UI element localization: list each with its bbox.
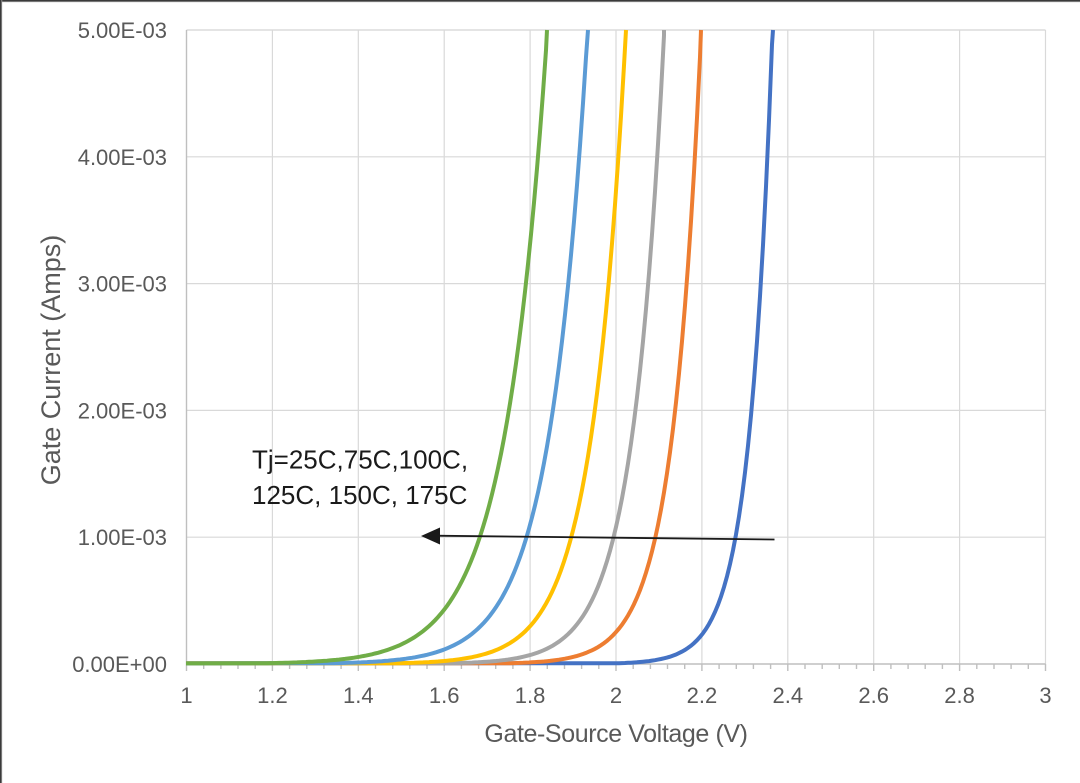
svg-text:2.2: 2.2 xyxy=(687,683,718,708)
svg-text:1.00E-03: 1.00E-03 xyxy=(78,525,167,550)
svg-text:2.8: 2.8 xyxy=(944,683,975,708)
svg-text:1.4: 1.4 xyxy=(343,683,374,708)
svg-text:1.2: 1.2 xyxy=(257,683,288,708)
svg-text:2.00E-03: 2.00E-03 xyxy=(78,398,167,423)
svg-text:2.4: 2.4 xyxy=(773,683,804,708)
svg-text:2: 2 xyxy=(610,683,622,708)
svg-text:1.8: 1.8 xyxy=(515,683,546,708)
svg-text:1.6: 1.6 xyxy=(429,683,460,708)
svg-text:4.00E-03: 4.00E-03 xyxy=(78,145,167,170)
svg-text:Gate Current (Amps): Gate Current (Amps) xyxy=(36,235,66,486)
svg-text:0.00E+00: 0.00E+00 xyxy=(72,652,167,677)
svg-text:1: 1 xyxy=(180,683,192,708)
svg-text:5.00E-03: 5.00E-03 xyxy=(78,18,167,43)
svg-text:2.6: 2.6 xyxy=(858,683,889,708)
svg-text:125C, 150C, 175C: 125C, 150C, 175C xyxy=(252,480,467,510)
svg-text:3.00E-03: 3.00E-03 xyxy=(78,272,167,297)
svg-text:3: 3 xyxy=(1039,683,1051,708)
svg-text:Tj=25C,75C,100C,: Tj=25C,75C,100C, xyxy=(252,445,468,475)
svg-text:Gate-Source Voltage (V): Gate-Source Voltage (V) xyxy=(484,720,747,748)
